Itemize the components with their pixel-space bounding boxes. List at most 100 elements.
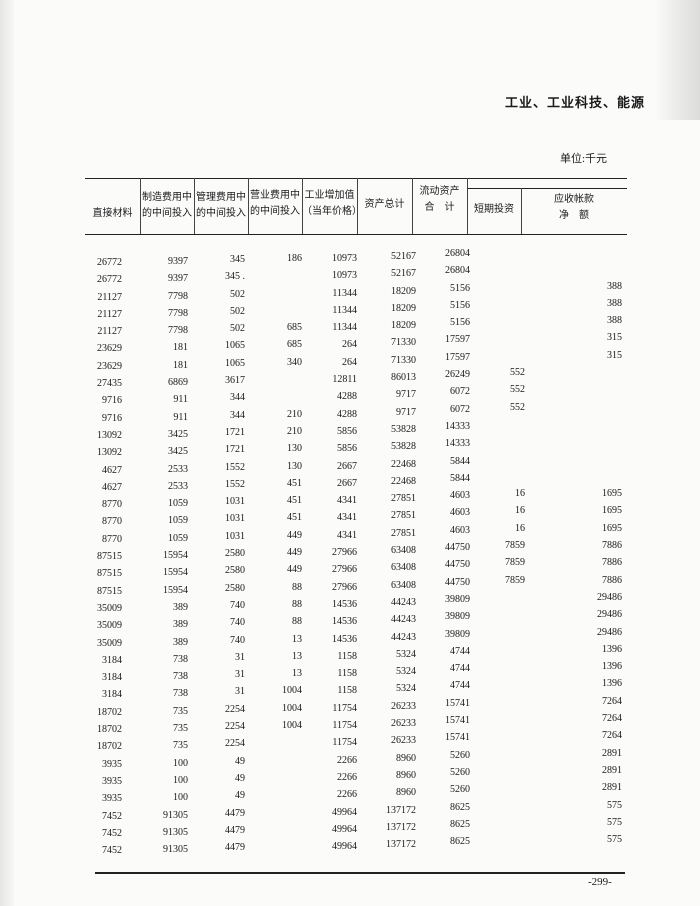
table-cell: 264 xyxy=(342,339,357,351)
header-text: （当年价格） xyxy=(302,206,362,217)
table-cell: 27851 xyxy=(391,493,416,505)
table-cell: 88 xyxy=(292,616,302,628)
table-cell: 49964 xyxy=(332,806,357,818)
header-text: 的中间投入 xyxy=(142,208,192,219)
table-cell: 8770 xyxy=(102,499,122,511)
table-cell: 4603 xyxy=(450,524,470,536)
table-cell xyxy=(485,814,525,831)
table-cell: 22468 xyxy=(391,475,416,487)
table-cell: 3425 xyxy=(168,428,188,440)
table-cell: 12811 xyxy=(332,374,357,386)
table-cell xyxy=(485,641,525,658)
table-cell: 1158 xyxy=(337,650,357,662)
table-cell: 27966 xyxy=(332,564,357,576)
column-short-term-investment: 552 552 552 16 16 16 7859 7859 7859 xyxy=(485,243,525,848)
table-cell: 389 xyxy=(173,601,188,613)
table-cell: 1065 xyxy=(225,340,245,352)
table-cell: 8625 xyxy=(450,836,470,848)
table-cell: 7452 xyxy=(102,845,122,857)
table-cell: 7886 xyxy=(602,540,622,552)
table-cell: 15954 xyxy=(163,550,188,562)
header-text: 工业增加值 xyxy=(304,190,355,201)
table-cell: 1031 xyxy=(225,496,245,508)
table-cell: 911 xyxy=(173,411,188,423)
table-cell xyxy=(572,364,622,381)
header-short-term-investment: 短期投资 xyxy=(467,202,521,218)
scan-edge-left xyxy=(0,0,14,906)
table-cell: 10973 xyxy=(332,253,357,264)
table-cell: 1059 xyxy=(168,532,188,544)
table-cell: 210 xyxy=(287,408,302,420)
table-cell: 5156 xyxy=(450,282,470,294)
table-cell: 2254 xyxy=(225,721,245,733)
table-cell: 575 xyxy=(607,834,622,846)
table-cell: 18209 xyxy=(391,285,416,297)
table-cell: 13 xyxy=(292,650,302,662)
table-cell: 35009 xyxy=(97,637,122,649)
table-cell: 91305 xyxy=(163,809,188,821)
table-cell: 8960 xyxy=(396,787,416,799)
table-cell: 7452 xyxy=(102,827,122,839)
table-cell: 1695 xyxy=(602,488,622,500)
table-cell: 26772 xyxy=(97,257,122,268)
table-cell: 2266 xyxy=(337,771,357,783)
col-divider xyxy=(357,178,358,234)
table-cell: 1396 xyxy=(602,661,622,673)
table-cell xyxy=(485,606,525,623)
table-cell: 11344 xyxy=(332,322,357,334)
table-cell: 1721 xyxy=(225,426,245,438)
table-cell xyxy=(485,295,525,312)
table-cell: 1552 xyxy=(225,461,245,473)
table-cell xyxy=(262,786,302,803)
table-cell: 35009 xyxy=(97,602,122,614)
table-cell: 2580 xyxy=(225,548,245,560)
header-bottom-rule xyxy=(85,234,627,235)
scan-edge-right xyxy=(654,0,700,120)
table-cell xyxy=(485,624,525,641)
table-cell xyxy=(485,468,525,485)
table-cell: 130 xyxy=(287,443,302,455)
table-cell xyxy=(572,381,622,398)
table-cell: 1004 xyxy=(282,685,302,697)
table-cell: 18702 xyxy=(97,724,122,736)
table-cell: 9717 xyxy=(396,389,416,401)
table-cell: 44750 xyxy=(445,559,470,571)
table-cell: 449 xyxy=(287,547,302,559)
table-cell: 10973 xyxy=(332,270,357,282)
table-cell: 1059 xyxy=(168,515,188,527)
table-cell: 63408 xyxy=(391,562,416,574)
section-title: 工业、工业科技、能源 xyxy=(505,95,646,110)
table-cell: 7859 xyxy=(505,540,525,552)
table-cell xyxy=(485,278,525,295)
header-admin-expense-input: 管理费用中 的中间投入 xyxy=(194,190,248,222)
table-cell: 29486 xyxy=(597,609,622,621)
table-cell xyxy=(485,658,525,675)
table-cell: 7798 xyxy=(168,290,188,302)
table-cell: 31 xyxy=(235,669,245,681)
table-top-rule xyxy=(85,178,627,179)
table-cell: 2667 xyxy=(337,477,357,489)
table-cell: 87515 xyxy=(97,551,122,563)
table-cell xyxy=(485,675,525,692)
table-cell: 4627 xyxy=(102,481,122,493)
table-cell: 740 xyxy=(230,599,245,611)
table-cell: 181 xyxy=(173,359,188,371)
table-cell: 740 xyxy=(230,634,245,646)
table-cell: 14536 xyxy=(332,616,357,628)
header-subrule xyxy=(467,188,627,189)
table-cell: 8770 xyxy=(102,516,122,528)
table-cell: 63408 xyxy=(391,545,416,557)
table-cell: 3425 xyxy=(168,446,188,458)
table-cell: 27851 xyxy=(391,527,416,539)
col-divider xyxy=(521,188,522,234)
table-cell: 6072 xyxy=(450,386,470,398)
table-cell xyxy=(262,838,302,855)
table-cell: 39809 xyxy=(445,593,470,605)
column-mfg-expense-input: 9397 9397 7798 7798 7798 181 181 6869 911 911 3425… xyxy=(148,253,188,858)
table-cell: 344 xyxy=(230,392,245,404)
table-cell: 6869 xyxy=(168,377,188,389)
table-cell: 575 xyxy=(607,816,622,828)
table-cell: 388 xyxy=(607,297,622,309)
table-cell: 4288 xyxy=(337,391,357,403)
table-cell: 9716 xyxy=(102,412,122,424)
